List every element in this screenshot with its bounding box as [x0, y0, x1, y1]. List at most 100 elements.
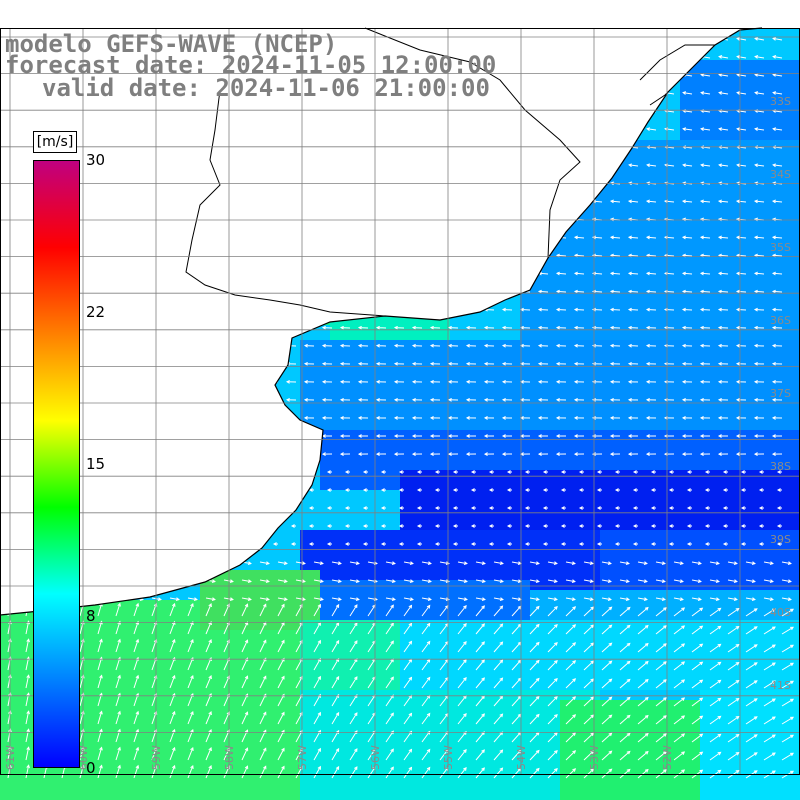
- wind-arrow: [511, 713, 522, 725]
- wind-arrow-head: [445, 597, 450, 601]
- wind-arrow: [493, 731, 503, 743]
- latitude-label: 36S: [770, 314, 791, 327]
- wind-arrow-head: [571, 597, 576, 601]
- wind-arrow-head: [753, 716, 758, 720]
- wind-arrow: [151, 597, 161, 601]
- wind-arrow-head: [135, 620, 140, 625]
- wind-arrow: [115, 603, 121, 617]
- wind-arrow-head: [537, 452, 542, 456]
- wind-arrow: [277, 658, 285, 671]
- wind-arrow-head: [572, 714, 577, 718]
- wind-arrow-head: [303, 343, 308, 348]
- wind-arrow-head: [717, 434, 722, 438]
- wind-arrow: [574, 309, 585, 311]
- wind-arrow-head: [735, 289, 740, 294]
- wind-arrow-head: [535, 605, 540, 610]
- wind-arrow-head: [754, 55, 759, 59]
- wind-arrow: [421, 659, 431, 671]
- wind-arrow-head: [190, 620, 194, 625]
- wind-arrow: [349, 676, 358, 689]
- wind-arrow-head: [117, 602, 121, 607]
- wind-arrow-head: [447, 434, 452, 438]
- wind-arrow: [763, 752, 776, 761]
- wind-arrow: [727, 626, 739, 635]
- wind-arrow-head: [483, 416, 488, 420]
- wind-arrow-head: [715, 597, 720, 601]
- wind-arrow: [700, 309, 711, 311]
- wind-arrow-head: [463, 597, 468, 601]
- wind-arrow: [349, 561, 359, 565]
- wind-arrow-head: [573, 235, 578, 240]
- wind-arrow: [529, 678, 540, 689]
- wind-arrow: [511, 659, 522, 671]
- wind-arrow: [619, 561, 629, 565]
- wind-arrow-head: [211, 597, 216, 601]
- wind-arrow-head: [481, 579, 486, 583]
- wind-arrow-head: [362, 488, 367, 492]
- wind-arrow-head: [337, 561, 342, 565]
- wind-arrow-head: [717, 607, 722, 612]
- wind-arrow-head: [391, 597, 396, 601]
- wind-arrow-head: [771, 343, 776, 348]
- wind-arrow-head: [390, 712, 394, 717]
- wind-arrow-head: [465, 361, 470, 366]
- wind-arrow: [565, 732, 576, 743]
- wind-arrow-head: [572, 768, 577, 772]
- wind-arrow: [457, 597, 467, 601]
- wind-arrow-head: [434, 542, 439, 546]
- wind-arrow: [169, 597, 179, 601]
- wind-arrow: [403, 695, 412, 707]
- wind-arrow: [493, 749, 503, 761]
- wind-arrow: [403, 641, 412, 653]
- wind-arrow-head: [317, 765, 321, 770]
- wind-arrow-head: [609, 325, 614, 330]
- wind-arrow: [781, 698, 794, 707]
- wind-arrow: [583, 561, 593, 565]
- wind-arrow: [565, 678, 576, 689]
- wind-arrow-head: [751, 597, 756, 601]
- wind-arrow-head: [409, 579, 414, 583]
- wind-arrow: [529, 768, 540, 779]
- wind-arrow: [727, 579, 737, 583]
- wind-arrow: [277, 579, 287, 583]
- wind-arrow-head: [627, 325, 632, 330]
- wind-arrow: [277, 676, 285, 689]
- wind-arrow-head: [608, 732, 613, 737]
- wind-arrow-head: [308, 524, 313, 528]
- wind-arrow-head: [589, 561, 594, 565]
- wind-arrow-head: [614, 542, 619, 546]
- wind-arrow-head: [590, 732, 595, 737]
- wind-arrow: [700, 272, 711, 275]
- wind-arrow: [655, 769, 667, 779]
- wind-arrow-head: [560, 506, 565, 510]
- wind-arrow: [403, 731, 412, 743]
- wind-arrow: [349, 748, 358, 761]
- wind-arrow: [421, 597, 431, 601]
- wind-arrow-head: [99, 764, 103, 769]
- wind-arrow: [619, 733, 631, 743]
- wind-arrow-head: [643, 579, 648, 583]
- wind-arrow-head: [717, 416, 722, 420]
- wind-arrow-head: [758, 506, 763, 510]
- wind-arrow: [565, 561, 575, 565]
- wind-arrow-head: [772, 37, 777, 41]
- longitude-label: 60W: [77, 745, 90, 770]
- wind-arrow-head: [718, 55, 723, 59]
- wind-arrow-head: [375, 416, 380, 420]
- wind-arrow: [493, 677, 503, 689]
- wind-arrow: [754, 272, 765, 275]
- wind-arrow-head: [506, 470, 511, 474]
- wind-arrow-head: [452, 506, 457, 510]
- wind-arrow: [277, 561, 287, 565]
- wind-arrow-head: [596, 524, 601, 528]
- wind-arrow-head: [554, 677, 558, 682]
- lat-lon-grid: [0, 28, 800, 775]
- wind-arrow-head: [117, 728, 121, 733]
- wind-arrow: [583, 597, 593, 601]
- wind-arrow-head: [681, 697, 686, 701]
- wind-arrow-head: [555, 289, 560, 294]
- wind-arrow: [385, 748, 394, 761]
- wind-arrow-head: [380, 506, 385, 510]
- wind-arrow: [691, 751, 703, 761]
- wind-arrow-head: [344, 524, 349, 528]
